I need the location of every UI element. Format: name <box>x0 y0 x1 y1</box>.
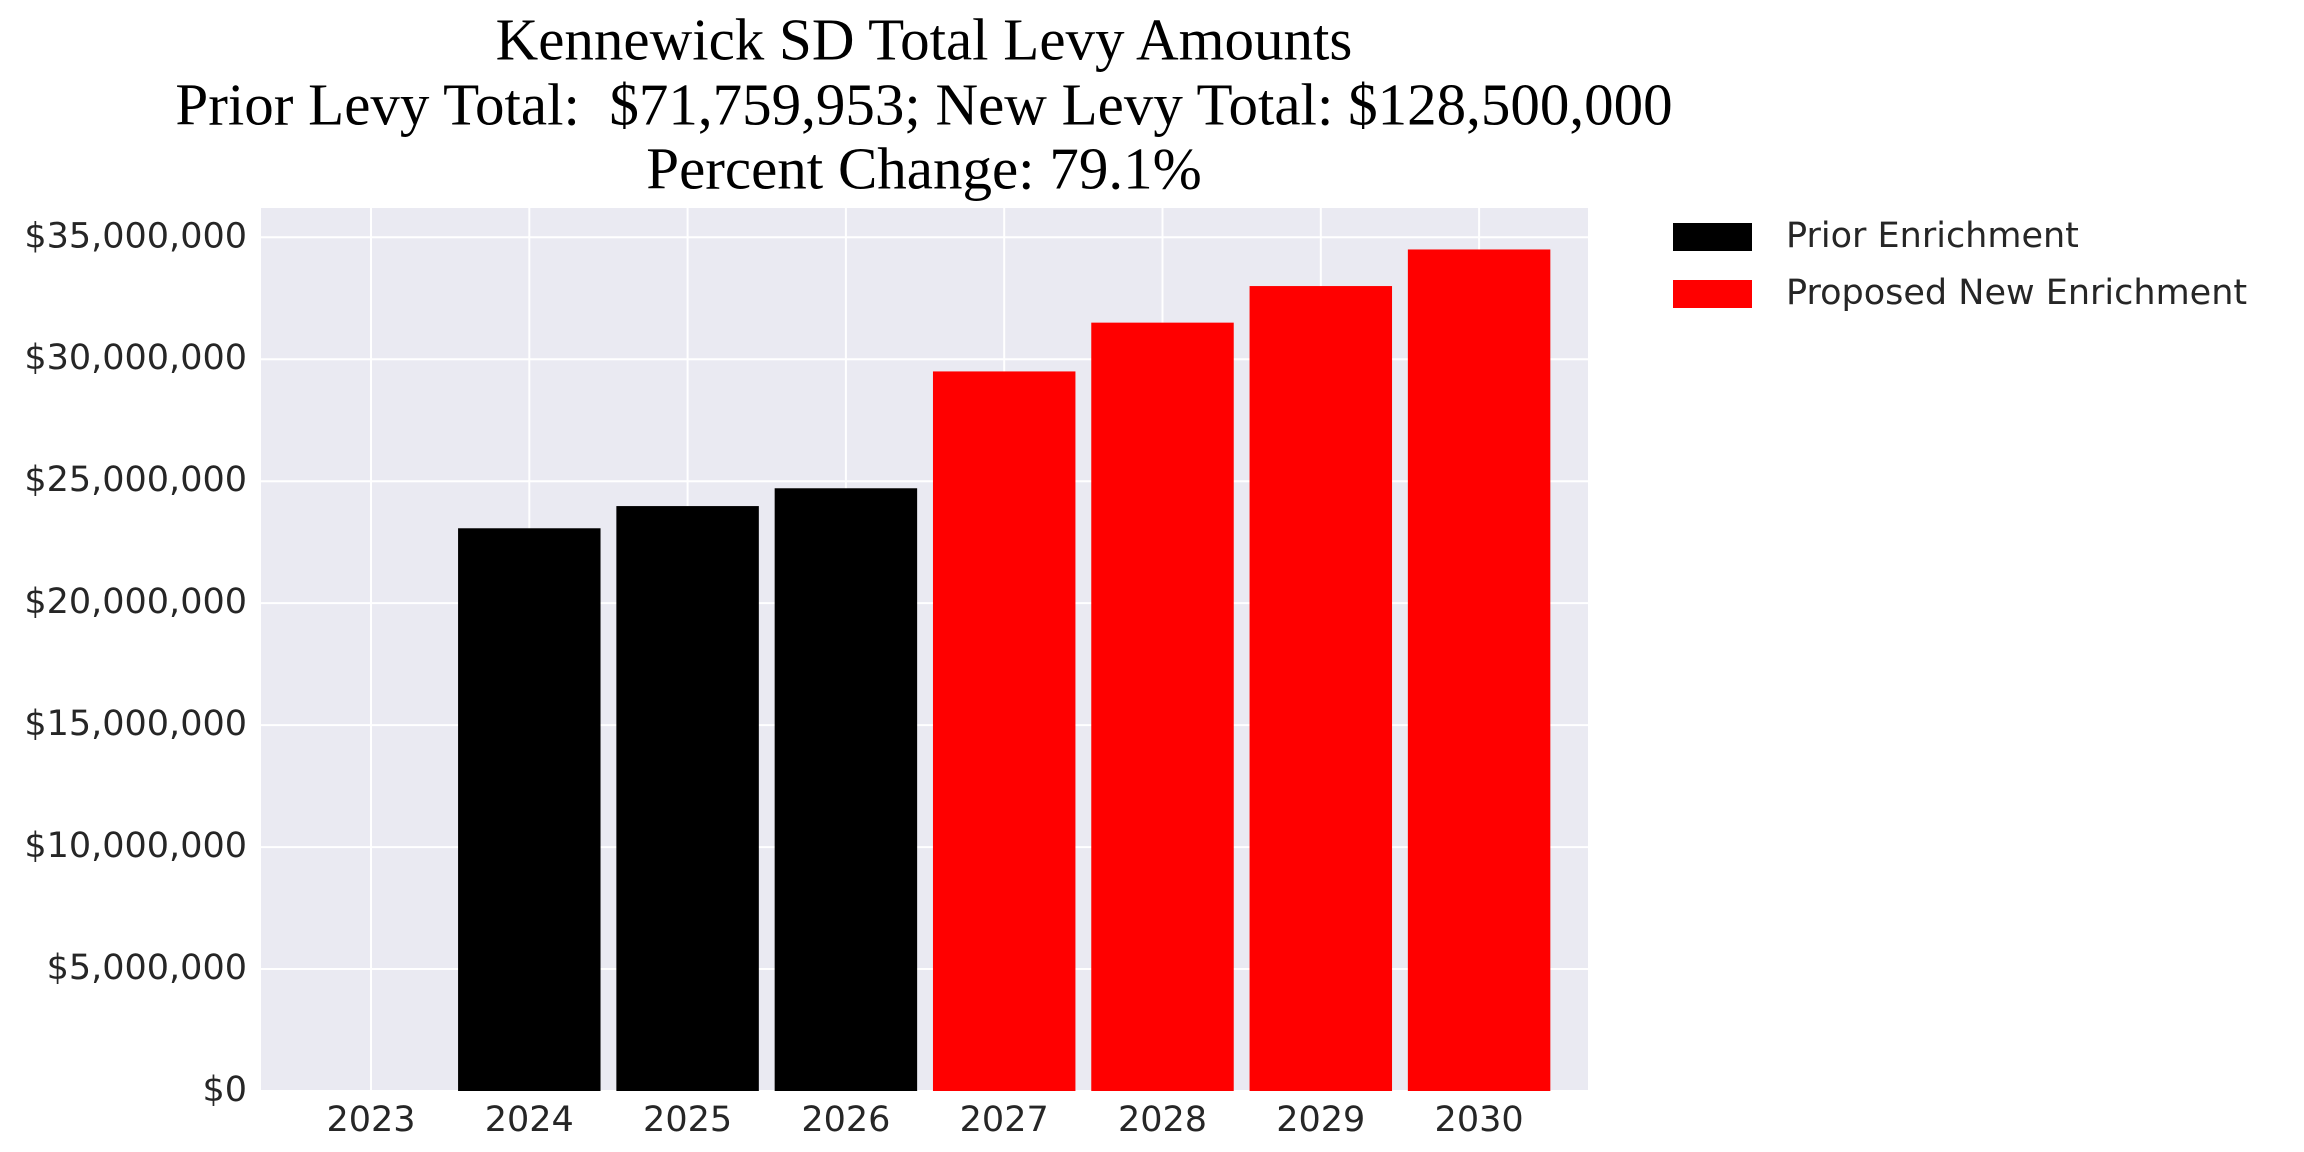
y-tick-label: $30,000,000 <box>24 338 247 378</box>
y-tick-label: $15,000,000 <box>24 704 247 744</box>
x-tick-label: 2029 <box>1276 1100 1365 1140</box>
x-tick-label: 2030 <box>1435 1100 1524 1140</box>
y-tick-label: $25,000,000 <box>24 460 247 500</box>
bar <box>774 488 918 1092</box>
legend-label: Prior Enrichment <box>1786 216 2079 256</box>
bar <box>1249 286 1393 1091</box>
chart-title: Kennewick SD Total Levy Amounts <box>496 7 1353 73</box>
chart-title: Prior Levy Total: $71,759,953; New Levy … <box>175 72 1672 138</box>
y-tick-label: $10,000,000 <box>24 826 247 866</box>
legend-label: Proposed New Enrichment <box>1786 273 2247 313</box>
x-tick-label: 2023 <box>326 1100 415 1140</box>
x-tick-label: 2026 <box>801 1100 890 1140</box>
y-tick-label: $35,000,000 <box>24 216 247 256</box>
x-tick-label: 2024 <box>485 1100 574 1140</box>
bar <box>1091 322 1234 1091</box>
legend-swatch <box>1673 280 1752 308</box>
bar <box>616 506 759 1091</box>
bar <box>932 371 1076 1091</box>
bar <box>1407 249 1551 1091</box>
bar <box>458 528 601 1091</box>
y-tick-label: $20,000,000 <box>24 582 247 622</box>
x-tick-label: 2028 <box>1118 1100 1207 1140</box>
x-tick-label: 2025 <box>643 1100 732 1140</box>
chart-title: Percent Change: 79.1% <box>646 136 1201 202</box>
y-tick-label: $0 <box>202 1070 247 1110</box>
y-tick-label: $5,000,000 <box>47 948 247 988</box>
x-tick-label: 2027 <box>960 1100 1049 1140</box>
legend-swatch <box>1673 223 1752 251</box>
